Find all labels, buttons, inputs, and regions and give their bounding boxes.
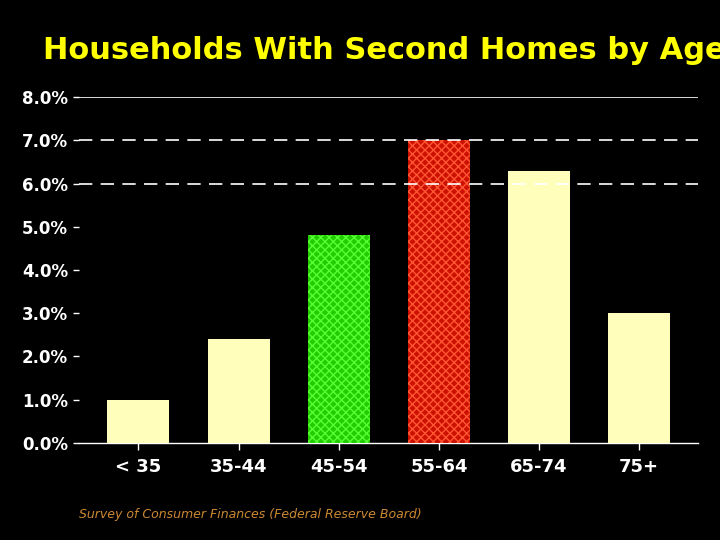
Bar [207, 339, 269, 443]
Bar [408, 140, 470, 443]
Bar [107, 400, 169, 443]
Bar [608, 313, 670, 443]
Text: Survey of Consumer Finances (Federal Reserve Board): Survey of Consumer Finances (Federal Res… [79, 508, 422, 522]
Bar [307, 235, 370, 443]
Bar [508, 171, 570, 443]
Bar [408, 140, 470, 443]
Bar [307, 235, 370, 443]
Text: Households With Second Homes by Age: Households With Second Homes by Age [43, 36, 720, 65]
